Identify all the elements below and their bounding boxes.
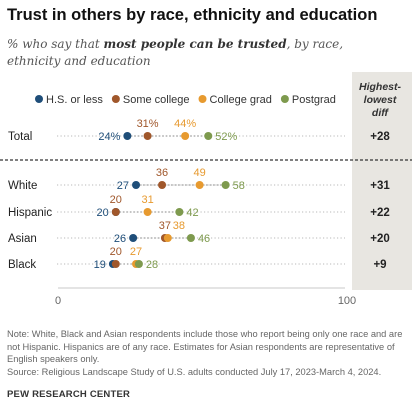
dot-black-some_college [111, 260, 120, 268]
value-label-total-college_grad: 44% [174, 118, 196, 130]
dot-total-hs [123, 132, 132, 140]
diff-value-total: +28 [370, 131, 390, 143]
chart-notes: Note: White, Black and Asian respondents… [7, 328, 411, 378]
dot-white-hs [132, 181, 141, 189]
row-label-asian: Asian [8, 233, 37, 245]
row-label-white: White [8, 180, 37, 192]
value-label-white-hs: 27 [117, 180, 129, 192]
value-label-black-some_college: 20 [110, 246, 122, 258]
value-label-asian-hs: 26 [114, 233, 126, 245]
row-label-total: Total [8, 131, 32, 143]
diff-value-hispanic: +22 [370, 207, 390, 219]
diff-header-line: lowest [364, 94, 397, 106]
brand-logo-text: PEW RESEARCH CENTER [7, 389, 131, 400]
legend-marker-college_grad [198, 95, 207, 103]
dot-hispanic-college_grad [143, 208, 152, 216]
dot-total-college_grad [181, 132, 190, 140]
dot-white-some_college [158, 181, 167, 189]
dot-white-postgrad [221, 181, 230, 189]
value-label-white-college_grad: 49 [193, 167, 205, 179]
legend-label-college_grad: College grad [210, 94, 272, 106]
row-label-hispanic: Hispanic [8, 207, 52, 219]
diff-value-black: +9 [373, 259, 386, 271]
diff-column-panel [352, 72, 412, 290]
note-text: Note: White, Black and Asian respondents… [7, 329, 403, 365]
dot-asian-college_grad [163, 234, 172, 242]
x-tick-label: 0 [55, 295, 61, 307]
value-label-hispanic-postgrad: 42 [186, 207, 198, 219]
value-label-black-postgrad: 28 [146, 259, 158, 271]
value-label-hispanic-college_grad: 31 [141, 194, 153, 206]
legend-label-hs: H.S. or less [46, 94, 103, 106]
dot-asian-postgrad [186, 234, 195, 242]
value-label-hispanic-hs: 20 [97, 207, 109, 219]
legend-marker-postgrad [280, 95, 289, 103]
legend-marker-hs [35, 95, 43, 103]
value-label-total-postgrad: 52% [215, 131, 237, 143]
source-text: Source: Religious Landscape Study of U.S… [7, 366, 382, 377]
value-label-asian-postgrad: 46 [198, 233, 210, 245]
legend-label-postgrad: Postgrad [292, 94, 336, 106]
value-label-asian-college_grad: 38 [173, 220, 185, 232]
dot-total-some_college [143, 132, 152, 140]
value-label-black-hs: 19 [94, 259, 106, 271]
value-label-white-postgrad: 58 [233, 180, 245, 192]
row-label-black: Black [8, 259, 36, 271]
subtitle-text: % who say that [7, 37, 104, 51]
dot-white-college_grad [195, 181, 204, 189]
value-label-asian-some_college: 37 [159, 220, 171, 232]
legend-marker-some_college [111, 95, 120, 103]
value-label-hispanic-some_college: 20 [110, 194, 122, 206]
dot-hispanic-postgrad [175, 208, 184, 216]
legend-label-some_college: Some college [123, 94, 190, 106]
value-label-white-some_college: 36 [156, 167, 168, 179]
subtitle-text-end: , by race, ethnicity and education [7, 37, 344, 68]
diff-value-white: +31 [370, 180, 390, 192]
value-label-total-some_college: 31% [137, 118, 159, 130]
diff-value-asian: +20 [370, 233, 390, 245]
dot-asian-hs [129, 234, 138, 242]
dot-black-postgrad [134, 260, 143, 268]
value-label-total-hs: 24% [98, 131, 120, 143]
chart-subtitle: % who say that most people can be truste… [7, 36, 377, 70]
value-label-black-college_grad: 27 [130, 246, 142, 258]
diff-header-line: Highest- [359, 81, 402, 93]
dot-hispanic-some_college [111, 208, 120, 216]
x-tick-label: 100 [338, 295, 356, 307]
diff-header-line: diff [372, 107, 390, 119]
chart-title: Trust in others by race, ethnicity and e… [7, 6, 378, 24]
subtitle-emphasis: most people can be trusted [103, 37, 287, 51]
dot-total-postgrad [204, 132, 213, 140]
